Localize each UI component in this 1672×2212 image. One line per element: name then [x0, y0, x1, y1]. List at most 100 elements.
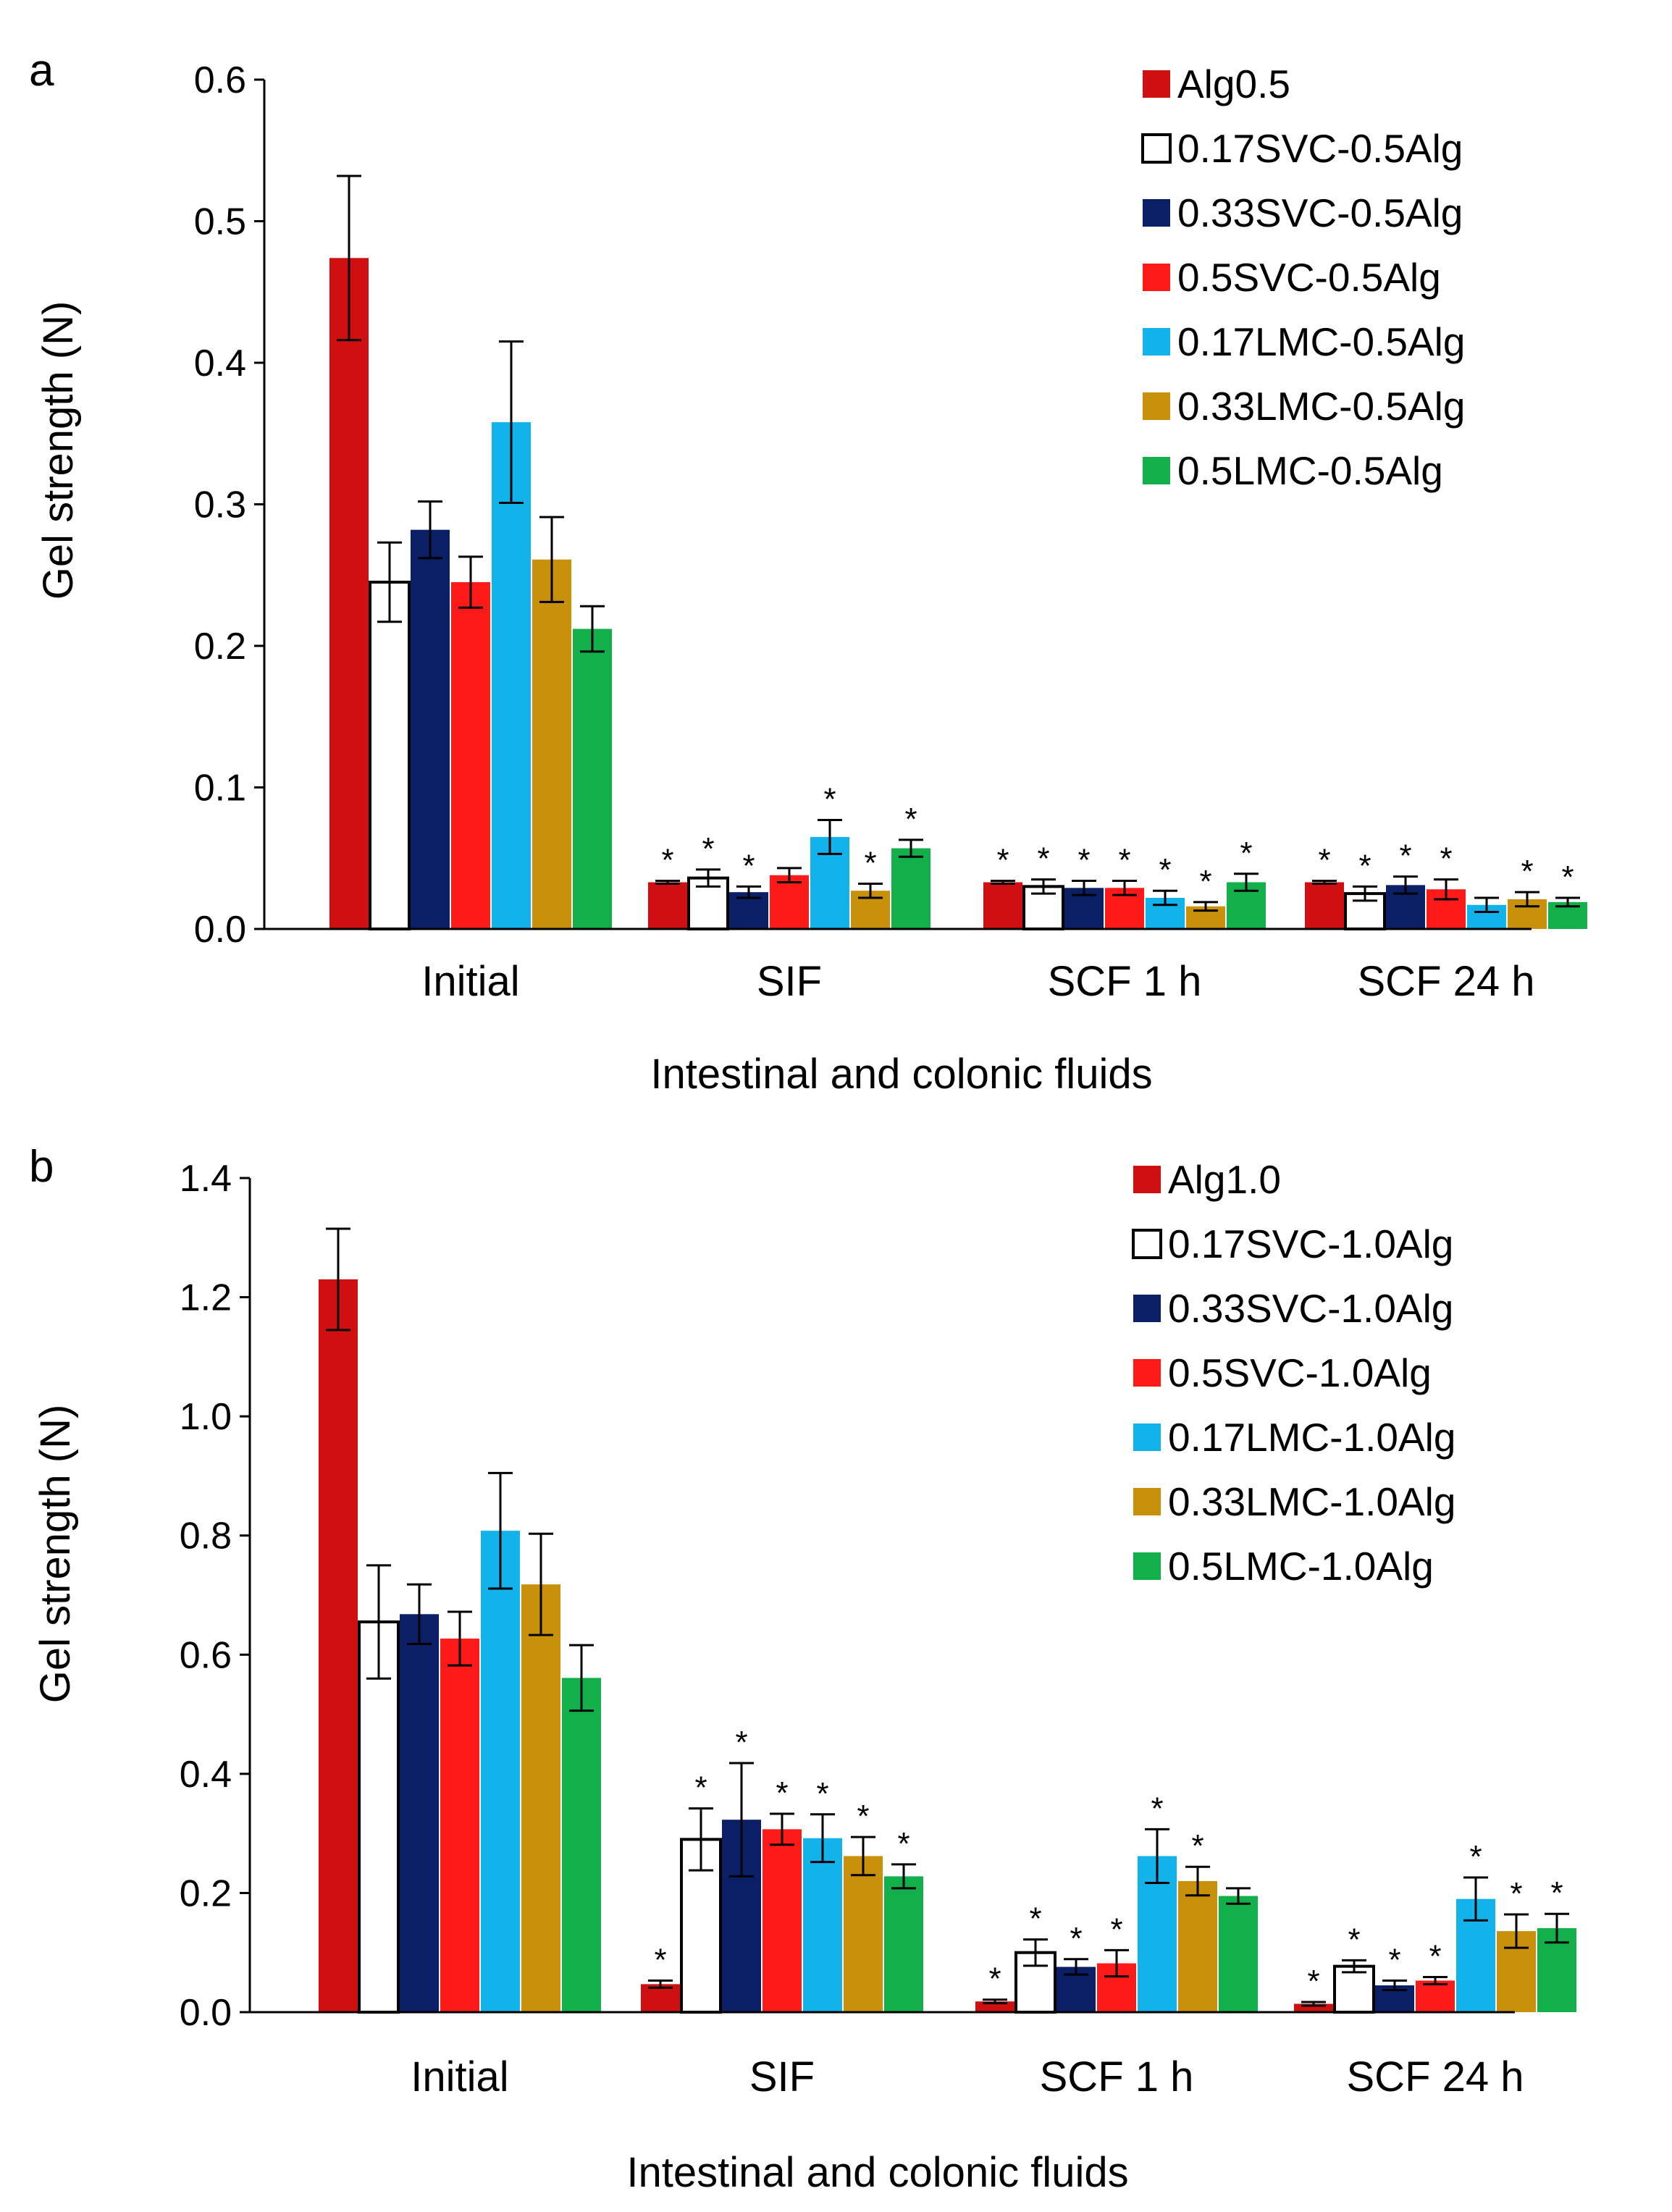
y-tick-label: 0.4 [194, 342, 246, 384]
bar [1178, 1880, 1217, 2012]
y-tick-label: 0.2 [194, 626, 246, 668]
bar [358, 1620, 400, 2014]
bar [562, 1678, 601, 2012]
significance-star: * [735, 1725, 747, 1760]
legend-swatch [1141, 133, 1172, 164]
bar [369, 581, 411, 931]
significance-star: * [816, 1776, 828, 1812]
significance-star: * [1550, 1875, 1563, 1911]
y-tick-label: 0.1 [194, 768, 246, 809]
bar [763, 1829, 802, 2012]
legend-label: 0.17LMC-0.5Alg [1177, 319, 1465, 364]
legend-swatch [1133, 1166, 1161, 1193]
y-axis-title: Gel strength (N) [32, 1405, 79, 1704]
significance-star: * [988, 1961, 1001, 1997]
significance-star: * [694, 1770, 707, 1806]
significance-star: * [1199, 864, 1211, 899]
significance-star: * [1469, 1839, 1482, 1875]
bar [641, 1984, 680, 2012]
bar [573, 628, 612, 929]
x-axis-title: Intestinal and colonic fluids [626, 2149, 1128, 2196]
bar [492, 422, 531, 929]
bar [803, 1838, 842, 2012]
legend: Alg1.0 0.17SVC-1.0Alg 0.33SVC-1.0Alg 0.5SVC… [1132, 1157, 1455, 1589]
legend-swatch [1143, 70, 1170, 98]
legend: Alg0.5 0.17SVC-0.5Alg 0.33SVC-0.5Alg 0.5SVC… [1141, 62, 1465, 493]
significance-star: * [1358, 848, 1371, 883]
y-tick-label: 0.5 [194, 201, 246, 243]
significance-star: * [1307, 1964, 1319, 1999]
y-tick-label: 0.2 [180, 1872, 232, 1914]
significance-star: * [661, 843, 673, 878]
legend-label: 0.17SVC-0.5Alg [1177, 126, 1463, 171]
y-tick-label: 0.8 [180, 1515, 232, 1557]
significance-star: * [1510, 1876, 1522, 1912]
significance-star: * [1440, 841, 1452, 877]
legend-swatch [1143, 328, 1170, 356]
bar [1305, 882, 1344, 929]
significance-star: * [776, 1775, 788, 1811]
category-label: SCF 1 h [1048, 958, 1202, 1005]
category-label: SCF 24 h [1358, 958, 1535, 1005]
y-tick-label: 1.0 [180, 1396, 232, 1438]
significance-star: * [1388, 1942, 1400, 1977]
legend-swatch [1143, 199, 1170, 227]
legend-swatch [1133, 1359, 1161, 1387]
bar [329, 258, 369, 930]
bar [844, 1856, 883, 2012]
y-axis-title: Gel strength (N) [35, 301, 82, 600]
legend-label: Alg1.0 [1168, 1157, 1281, 1202]
bar [1014, 1951, 1056, 2014]
y-tick-label: 0.6 [194, 59, 246, 101]
significance-star: * [1151, 1791, 1163, 1826]
legend-swatch [1133, 1295, 1161, 1322]
legend-label: 0.33SVC-0.5Alg [1177, 190, 1463, 235]
bar [319, 1279, 358, 2012]
category-label: Initial [411, 2053, 508, 2100]
legend-label: 0.5LMC-1.0Alg [1168, 1544, 1434, 1589]
bar [770, 875, 809, 929]
bar [884, 1876, 923, 2012]
y-tick-label: 1.2 [180, 1277, 232, 1319]
bar [532, 559, 571, 929]
legend-swatch [1143, 264, 1170, 291]
bar [521, 1584, 560, 2012]
significance-star: * [1561, 859, 1574, 895]
bar [648, 882, 687, 929]
category-label: SCF 24 h [1347, 2053, 1524, 2100]
significance-star: * [1077, 843, 1090, 878]
bar [400, 1614, 439, 2012]
category-label: SIF [757, 958, 822, 1005]
x-axis-title: Intestinal and colonic fluids [650, 1051, 1152, 1098]
bar [1294, 2003, 1333, 2012]
bar [1416, 1980, 1455, 2012]
legend-label: 0.33LMC-0.5Alg [1177, 384, 1465, 429]
bar [451, 582, 490, 929]
y-tick-label: 0.0 [194, 909, 246, 951]
significance-star: * [996, 843, 1009, 878]
y-tick-label: 0.4 [180, 1754, 232, 1796]
significance-star: * [1037, 841, 1049, 877]
bar [411, 529, 450, 929]
legend-label: 0.33SVC-1.0Alg [1168, 1286, 1453, 1331]
significance-star: * [742, 848, 755, 883]
significance-star: * [904, 802, 917, 837]
significance-star: * [1429, 1938, 1441, 1974]
panel-label: a [29, 46, 54, 96]
significance-star: * [1399, 838, 1411, 874]
bar [481, 1531, 520, 2012]
legend-swatch [1132, 1229, 1162, 1259]
significance-star: * [1110, 1912, 1122, 1947]
panel-a: a Gel strength (N) Intestinal and coloni… [29, 46, 1587, 1098]
category-label: SIF [749, 2053, 815, 2100]
significance-star: * [1240, 836, 1252, 871]
significance-star: * [1521, 854, 1533, 889]
significance-star: * [1070, 1921, 1082, 1956]
bar [440, 1639, 479, 2012]
significance-star: * [1318, 843, 1330, 878]
legend-swatch [1133, 1552, 1161, 1580]
y-tick-label: 0.6 [180, 1634, 232, 1676]
panel-b: b Gel strength (N) Intestinal and coloni… [29, 1142, 1576, 2196]
legend-swatch [1143, 457, 1170, 484]
